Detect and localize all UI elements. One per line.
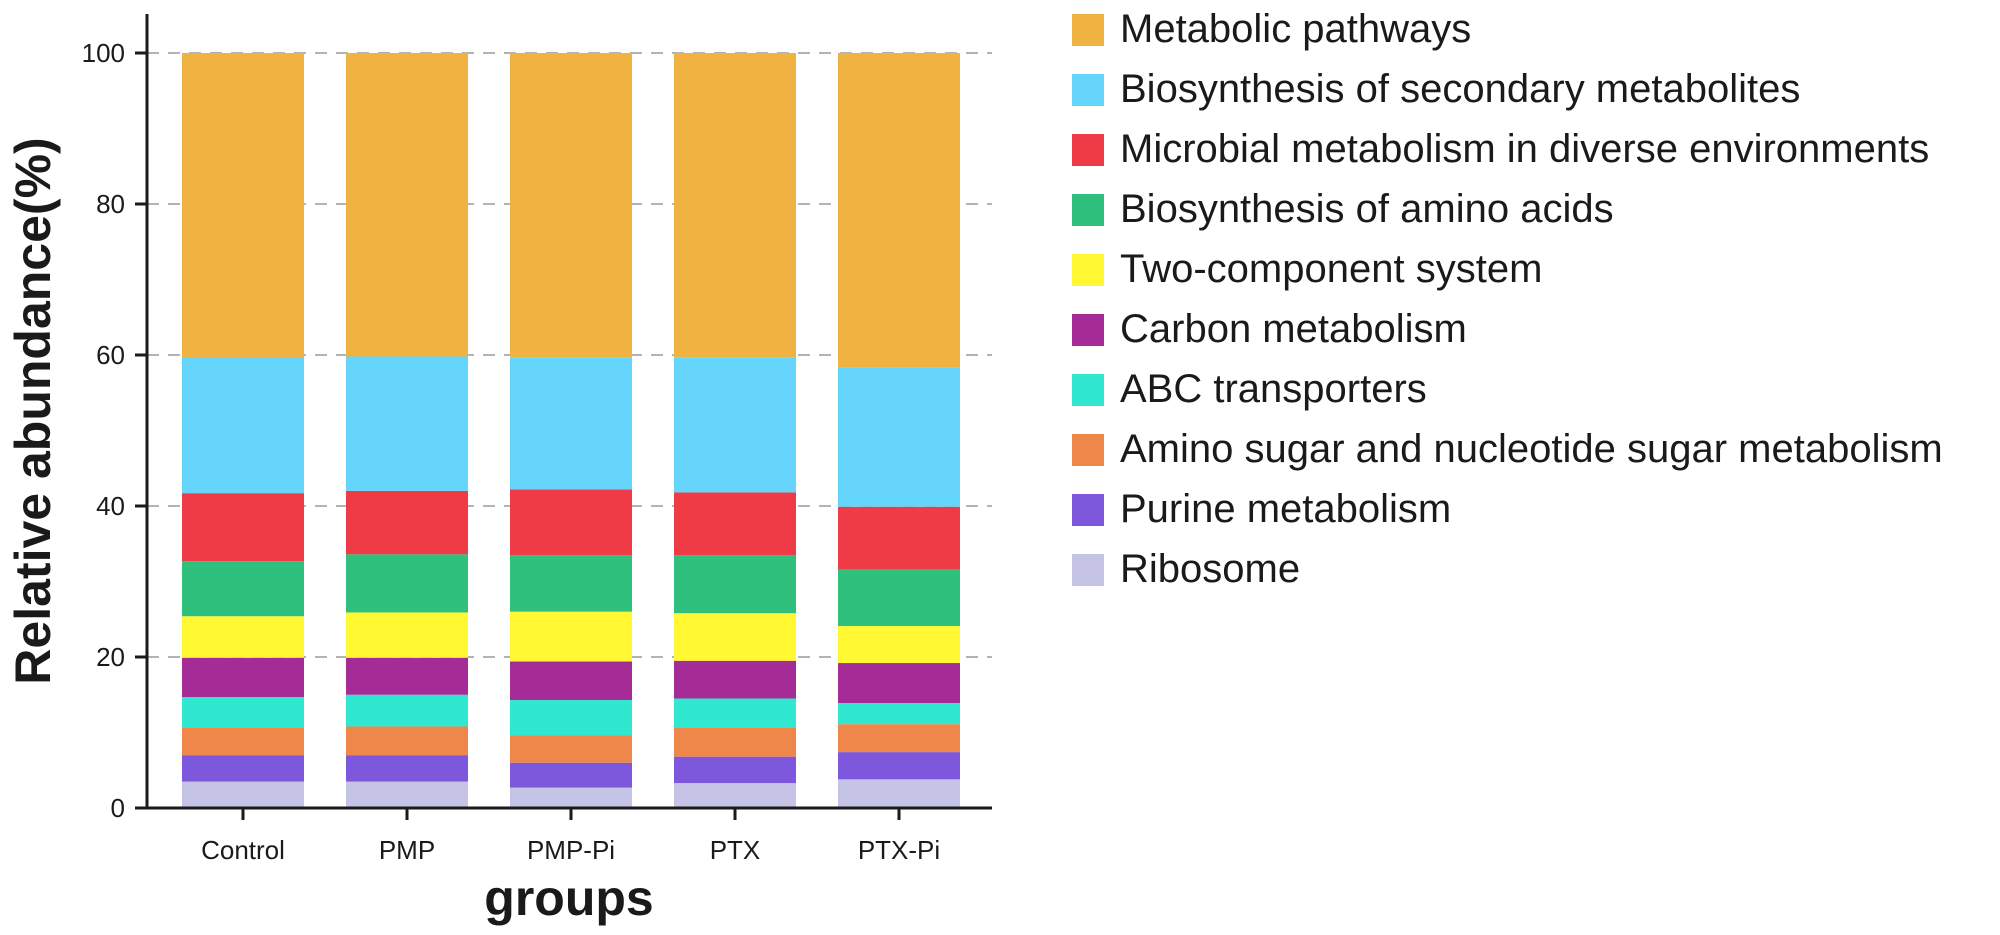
bar-segment-ptx-pi-two-component-system [838, 626, 960, 664]
bar-segment-ptx-pi-amino-sugar-and-nucleotide-sugar-metabolism [838, 724, 960, 753]
bar-segment-pmp-ribosome [346, 781, 468, 808]
bar-segment-ptx-biosynthesis-of-amino-acids [674, 555, 796, 614]
bar-segment-control-ribosome [182, 781, 304, 808]
bar-segment-control-two-component-system [182, 616, 304, 658]
bar-segment-pmp-two-component-system [346, 612, 468, 658]
legend-label-purine-metabolism: Purine metabolism [1120, 487, 1451, 531]
y-tick-label-0: 0 [111, 793, 125, 823]
bar-segment-control-amino-sugar-and-nucleotide-sugar-metabolism [182, 727, 304, 756]
legend-swatch-carbon-metabolism [1072, 314, 1104, 346]
legend-swatch-microbial-metabolism-in-diverse-environments [1072, 134, 1104, 166]
legend-label-two-component-system: Two-component system [1120, 247, 1542, 291]
bar-segment-ptx-abc-transporters [674, 698, 796, 728]
bar-segment-control-purine-metabolism [182, 755, 304, 782]
bar-segment-ptx-carbon-metabolism [674, 660, 796, 699]
bar-segment-ptx-pi-metabolic-pathways [838, 53, 960, 368]
bar-segment-ptx-pi-carbon-metabolism [838, 663, 960, 704]
bar-segment-ptx-two-component-system [674, 613, 796, 661]
bar-segment-pmp-pi-metabolic-pathways [510, 53, 632, 358]
bar-segment-ptx-microbial-metabolism-in-diverse-environments [674, 492, 796, 556]
bar-segment-ptx-pi-biosynthesis-of-secondary-metabolites [838, 367, 960, 507]
legend-swatch-amino-sugar-and-nucleotide-sugar-metabolism [1072, 434, 1104, 466]
bar-segment-pmp-pi-biosynthesis-of-secondary-metabolites [510, 357, 632, 490]
bar-segment-pmp-carbon-metabolism [346, 657, 468, 695]
bar-segment-pmp-pi-biosynthesis-of-amino-acids [510, 555, 632, 612]
x-axis-title: groups [484, 870, 653, 926]
bar-segment-pmp-pi-two-component-system [510, 611, 632, 662]
bar-segment-control-abc-transporters [182, 697, 304, 728]
bar-segment-control-carbon-metabolism [182, 657, 304, 698]
bar-segment-pmp-pi-carbon-metabolism [510, 661, 632, 701]
bar-segment-ptx-pi-abc-transporters [838, 703, 960, 725]
legend-label-biosynthesis-of-amino-acids: Biosynthesis of amino acids [1120, 187, 1614, 231]
bar-segment-control-biosynthesis-of-secondary-metabolites [182, 358, 304, 494]
legend-label-amino-sugar-and-nucleotide-sugar-metabolism: Amino sugar and nucleotide sugar metabol… [1120, 427, 1943, 471]
legend-label-metabolic-pathways: Metabolic pathways [1120, 7, 1471, 51]
y-axis-title: Relative abundance(%) [5, 137, 61, 684]
bar-segment-ptx-pi-purine-metabolism [838, 752, 960, 780]
y-tick-label-80: 80 [96, 189, 125, 219]
y-ticks: 0 20 40 60 80 100 [82, 38, 147, 823]
bar-segment-pmp-purine-metabolism [346, 755, 468, 782]
bar-segment-control-biosynthesis-of-amino-acids [182, 561, 304, 617]
x-tick-label-ptx-pi: PTX-Pi [858, 835, 940, 865]
legend-label-ribosome: Ribosome [1120, 547, 1300, 591]
legend-swatch-metabolic-pathways [1072, 14, 1104, 46]
bar-segment-ptx-pi-ribosome [838, 779, 960, 808]
bar-segment-ptx-pi-microbial-metabolism-in-diverse-environments [838, 506, 960, 570]
x-tick-label-control: Control [201, 835, 285, 865]
bar-segment-control-microbial-metabolism-in-diverse-environments [182, 493, 304, 562]
bar-segment-pmp-abc-transporters [346, 694, 468, 727]
bar-segment-ptx-biosynthesis-of-secondary-metabolites [674, 357, 796, 493]
y-tick-label-40: 40 [96, 491, 125, 521]
legend-swatch-abc-transporters [1072, 374, 1104, 406]
bar-segment-pmp-pi-amino-sugar-and-nucleotide-sugar-metabolism [510, 735, 632, 763]
legend-swatch-ribosome [1072, 554, 1104, 586]
bar-segment-pmp-amino-sugar-and-nucleotide-sugar-metabolism [346, 726, 468, 756]
legend-swatch-two-component-system [1072, 254, 1104, 286]
legend: Metabolic pathways Biosynthesis of second… [1072, 7, 1943, 591]
bar-segment-control-metabolic-pathways [182, 53, 304, 359]
bar-segment-ptx-ribosome [674, 783, 796, 808]
bar-segment-pmp-metabolic-pathways [346, 53, 468, 357]
bar-segment-pmp-microbial-metabolism-in-diverse-environments [346, 490, 468, 555]
bar-segment-pmp-pi-abc-transporters [510, 700, 632, 736]
y-tick-label-100: 100 [82, 38, 125, 68]
bar-segment-pmp-biosynthesis-of-secondary-metabolites [346, 356, 468, 491]
bar-segment-pmp-biosynthesis-of-amino-acids [346, 554, 468, 613]
bar-segment-pmp-pi-purine-metabolism [510, 762, 632, 788]
y-tick-label-20: 20 [96, 642, 125, 672]
legend-label-microbial-metabolism-in-diverse-environments: Microbial metabolism in diverse environm… [1120, 127, 1929, 171]
bar-segment-pmp-pi-ribosome [510, 787, 632, 808]
bars [182, 53, 960, 808]
legend-label-carbon-metabolism: Carbon metabolism [1120, 307, 1467, 351]
bar-segment-ptx-pi-biosynthesis-of-amino-acids [838, 569, 960, 627]
x-tick-label-pmp-pi: PMP-Pi [527, 835, 615, 865]
x-tick-label-ptx: PTX [710, 835, 761, 865]
legend-label-biosynthesis-of-secondary-metabolites: Biosynthesis of secondary metabolites [1120, 67, 1800, 111]
bar-segment-pmp-pi-microbial-metabolism-in-diverse-environments [510, 489, 632, 556]
y-tick-label-60: 60 [96, 340, 125, 370]
bar-segment-ptx-amino-sugar-and-nucleotide-sugar-metabolism [674, 727, 796, 757]
x-ticks: Control PMP PMP-Pi PTX PTX-Pi [201, 808, 940, 865]
legend-swatch-biosynthesis-of-secondary-metabolites [1072, 74, 1104, 106]
legend-label-abc-transporters: ABC transporters [1120, 367, 1427, 411]
x-tick-label-pmp: PMP [379, 835, 435, 865]
legend-swatch-biosynthesis-of-amino-acids [1072, 194, 1104, 226]
legend-swatch-purine-metabolism [1072, 494, 1104, 526]
bar-segment-ptx-metabolic-pathways [674, 53, 796, 358]
bar-segment-ptx-purine-metabolism [674, 756, 796, 784]
